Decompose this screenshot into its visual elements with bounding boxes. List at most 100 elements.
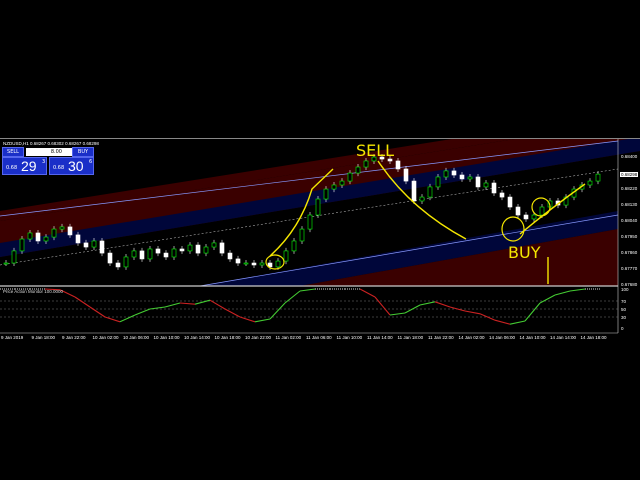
osc-segment [149, 306, 166, 310]
buy-price-button[interactable]: 0.68 30 6 [49, 157, 94, 175]
lot-size-input[interactable]: 8.00 [26, 148, 72, 156]
osc-segment [239, 316, 256, 323]
candle [147, 248, 153, 260]
osc-segment [44, 288, 61, 291]
candle [83, 242, 89, 248]
lower-blue-band [200, 211, 618, 286]
price-tick-label: 0.68040 [621, 217, 638, 223]
osc-tick-label: 0 [621, 326, 624, 331]
candle [339, 180, 345, 186]
candle [131, 250, 137, 258]
candle [179, 248, 185, 252]
time-tick-label: 10 Jan 02:00 [92, 335, 119, 340]
candle [107, 252, 113, 264]
candle [363, 160, 369, 168]
candle [43, 236, 49, 242]
circle-annotation [501, 216, 525, 242]
time-tick-label: 10 Jan 10:00 [153, 335, 180, 340]
time-tick-label: 14 Jan 06:00 [489, 335, 516, 340]
candle [587, 180, 593, 186]
one-click-trading-panel: SELL 8.00 BUY 0.68 29 3 0.68 30 6 [2, 147, 94, 175]
candle [35, 232, 41, 242]
candle [195, 244, 201, 254]
time-tick-label: 14 Jan 10:00 [519, 335, 546, 340]
time-tick-label: 11 Jan 02:00 [275, 335, 302, 340]
candle [163, 252, 169, 258]
osc-segment [194, 299, 211, 305]
osc-segment [164, 302, 181, 308]
osc-segment [494, 319, 511, 325]
candle [19, 238, 25, 252]
lower-channel-band [300, 229, 618, 286]
candle [483, 182, 489, 188]
candle [539, 206, 545, 216]
osc-segment [374, 296, 391, 316]
current-price-label: 0.68298 [620, 171, 639, 177]
candle [507, 196, 513, 208]
candle [59, 226, 65, 230]
buy-annotation: BUY [508, 243, 541, 262]
osc-segment [509, 320, 526, 325]
candle [11, 250, 17, 264]
osc-segment [224, 308, 241, 318]
candle [115, 262, 121, 268]
osc-segment [269, 302, 286, 320]
candle [467, 176, 473, 180]
candle [259, 262, 265, 266]
candle [395, 160, 401, 170]
buy-button[interactable]: BUY [72, 147, 94, 157]
candle [219, 242, 225, 254]
candle [427, 186, 433, 198]
candle [355, 166, 361, 174]
time-tick-label: 11 Jan 10:00 [336, 335, 363, 340]
osc-tick-label: 50 [621, 306, 627, 312]
time-tick-label: 10 Jan 06:00 [123, 335, 150, 340]
osc-segment [359, 288, 376, 298]
time-tick-label: 11 Jan 14:00 [367, 335, 393, 340]
time-tick-label: 9 Jan 18:00 [31, 335, 56, 340]
candle [435, 176, 441, 188]
candle [75, 234, 81, 244]
time-tick-label: 10 Jan 22:00 [245, 335, 272, 340]
osc-segment [524, 302, 541, 322]
chart-window[interactable]: NZDUSD,H1 0.68267 0.68302 0.68267 0.6829… [0, 138, 640, 342]
osc-segment [569, 288, 586, 292]
osc-segment [104, 316, 121, 323]
candle [523, 214, 529, 220]
candle [491, 182, 497, 194]
circle-annotation [265, 254, 285, 270]
osc-segment [254, 318, 271, 323]
osc-segment [419, 301, 436, 306]
candle [291, 240, 297, 252]
time-tick-label: 14 Jan 14:00 [550, 335, 577, 340]
sell-price-button[interactable]: 0.68 29 3 [2, 157, 47, 175]
candle [379, 156, 385, 160]
candle [275, 260, 281, 268]
candle [451, 170, 457, 176]
time-tick-label: 11 Jan 18:00 [397, 335, 424, 340]
price-chart[interactable] [0, 139, 640, 343]
candle [67, 226, 73, 236]
candle [91, 240, 97, 248]
upper-blue-band [0, 139, 640, 257]
candle [235, 258, 241, 264]
price-tick-label: 0.67680 [621, 281, 638, 287]
osc-segment [59, 289, 76, 298]
sell-button[interactable]: SELL [2, 147, 24, 157]
candle [515, 206, 521, 216]
candle [203, 246, 209, 254]
candle [371, 156, 377, 162]
candle [475, 176, 481, 188]
candle [347, 172, 353, 182]
candle [299, 228, 305, 242]
price-tick-label: 0.67950 [621, 233, 638, 239]
candle [155, 248, 161, 254]
candle [227, 252, 233, 260]
osc-segment [299, 288, 316, 292]
candle [531, 214, 537, 220]
candle [211, 242, 217, 248]
osc-segment [134, 308, 151, 316]
osc-segment [479, 313, 496, 321]
candle [499, 192, 505, 198]
candle [243, 262, 249, 265]
